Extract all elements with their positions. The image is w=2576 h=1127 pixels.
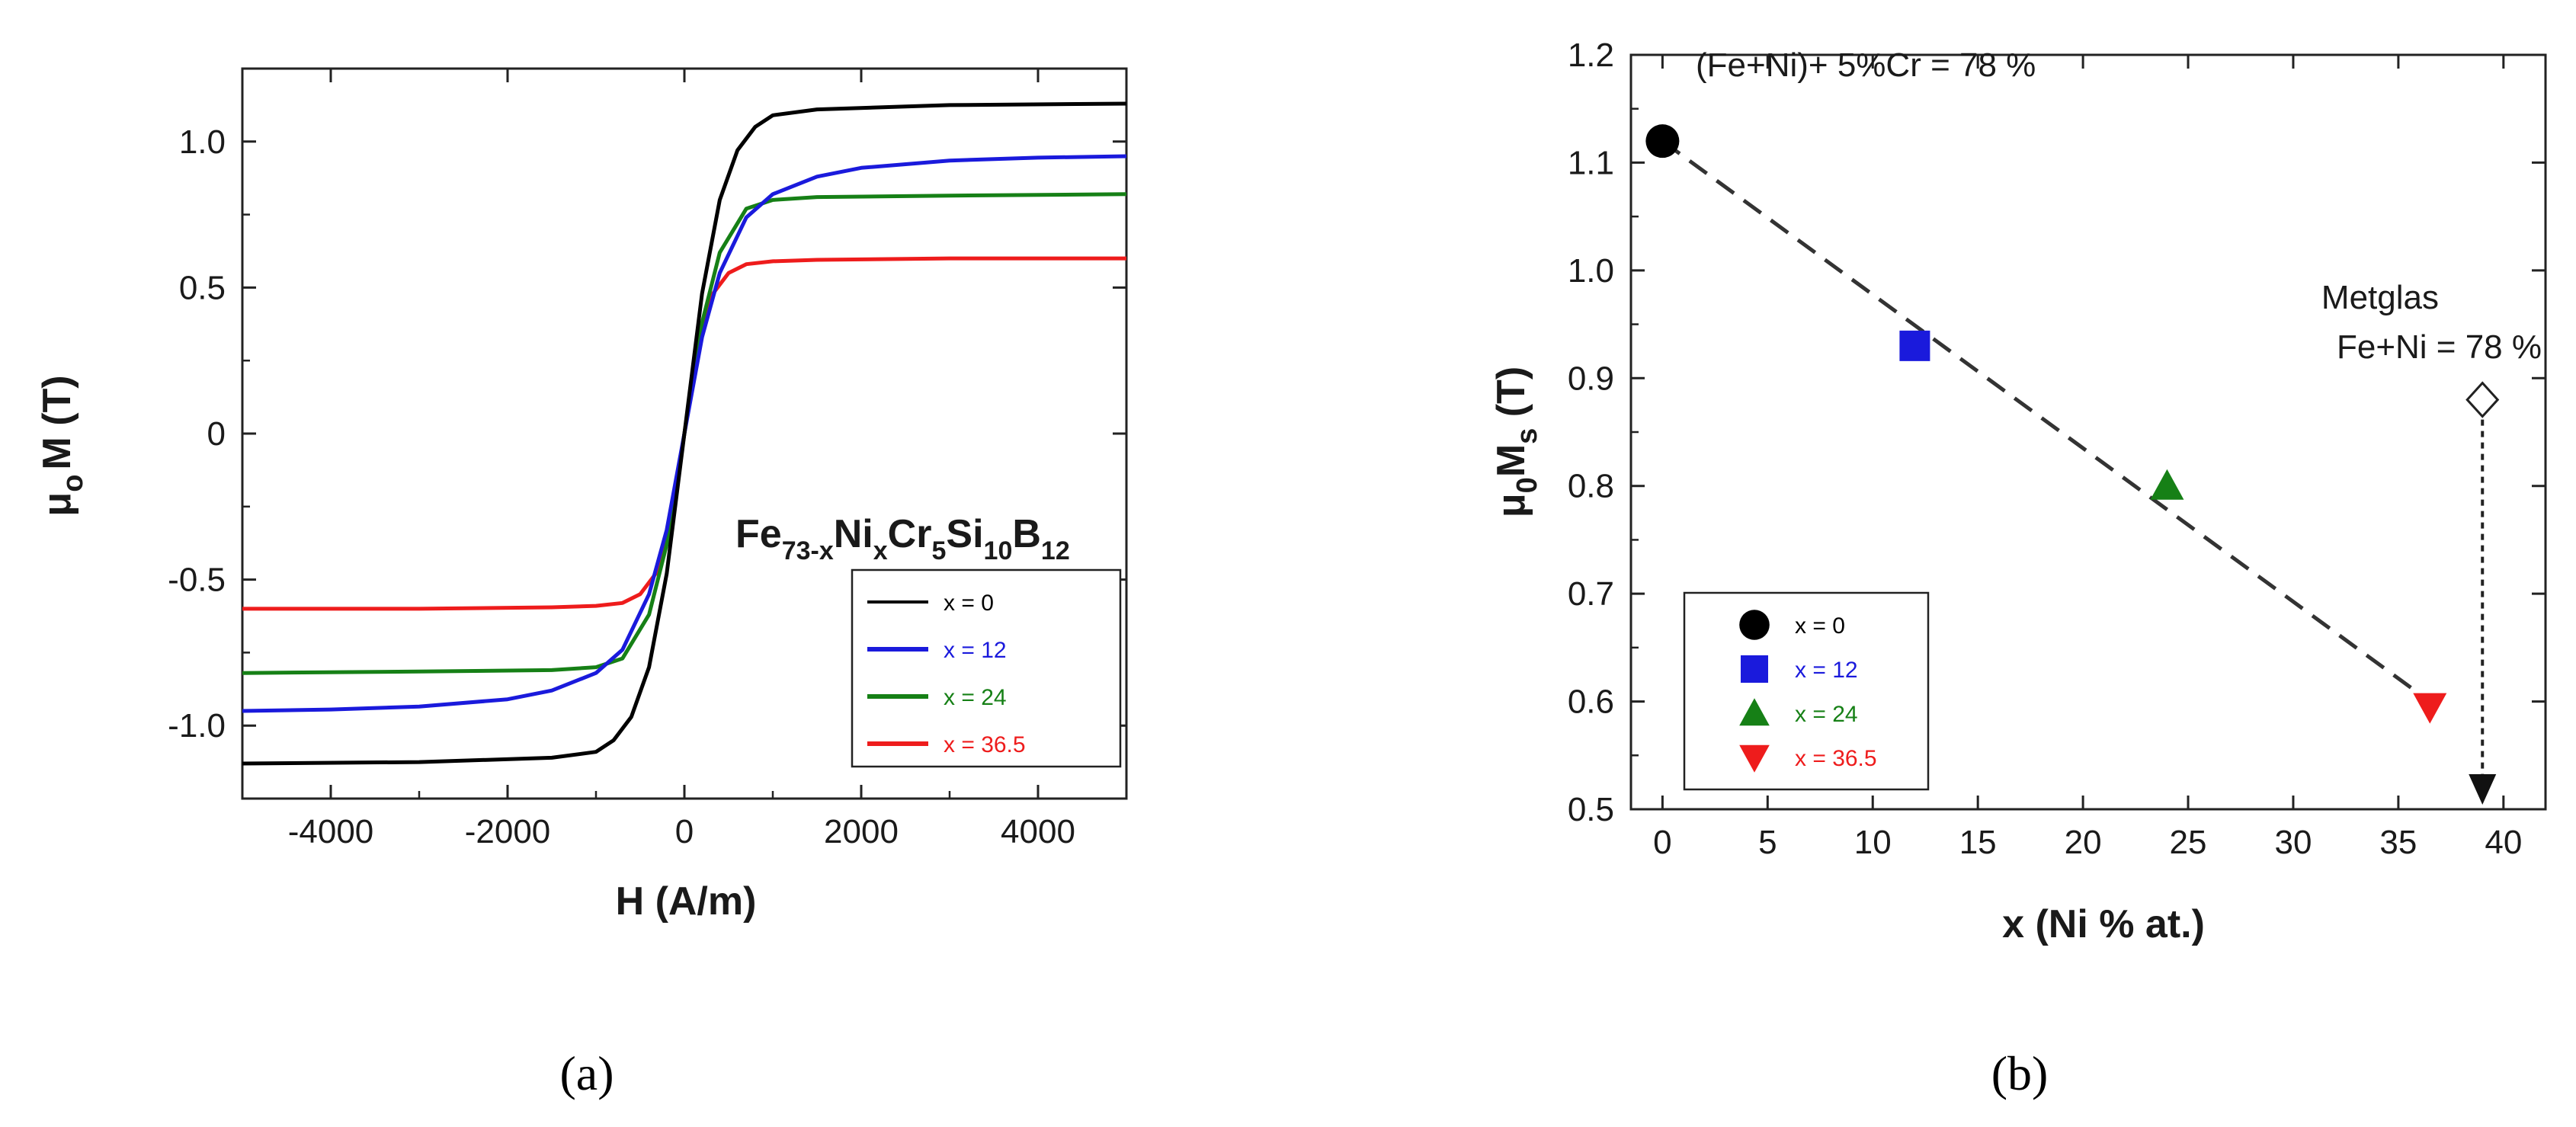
panel-b-x-tick-label: 40 [2485,824,2522,861]
marker-square [1741,655,1768,683]
panel-b-legend-entry: x = 0 [1739,610,1845,640]
panel-a-legend-label: x = 24 [944,685,1007,710]
panel-b-data-point [2413,693,2447,724]
marker-triangle-down [1739,744,1770,773]
panel-b-legend-entry: x = 24 [1739,698,1858,727]
panel-a-legend: x = 0 x = 12 x = 24 x = 36.5 [851,568,1122,768]
panel-b-x-tick-label: 5 [1758,824,1777,861]
panel-a-x-tick-label: -4000 [288,813,374,850]
panel-a-formula: Fe73-xNixCr5Si10B12 [735,512,1070,565]
panel-a-caption: (a) [559,1046,614,1100]
panel-b-data-point [1645,124,1680,158]
panel-b-y-tick-labels: 0.5 0.6 0.7 0.8 0.9 1.0 1.1 1.2 [1568,37,1614,828]
panel-b-points [1645,124,2447,724]
panel-a-x-tick-label: 4000 [1001,813,1075,850]
marker-triangle-up [1739,698,1770,726]
panel-a-x-tick-label: 2000 [824,813,899,850]
panel-a-y-label-sub: o [57,475,89,492]
panel-a-y-tick-label: 0 [207,415,226,453]
panel-b-metglas-label-2: Fe+Ni = 78 % [2337,328,2542,366]
panel-b-legend-entry: x = 36.5 [1739,744,1877,773]
marker-square [1899,330,1930,361]
panel-a-y-axis-label: μo M (T) [35,375,89,516]
marker-circle [1739,610,1770,640]
marker-triangle-up [2150,469,2184,500]
panel-b-legend-label: x = 0 [1795,613,1845,639]
panel-b-y-tick-label: 1.2 [1568,37,1614,74]
panel-b-y-tick-label: 0.5 [1568,791,1614,828]
panel-a-y-label-rest: M (T) [35,375,79,469]
panel-b-x-tick-label: 10 [1854,824,1892,861]
panel-a-legend-label: x = 12 [944,638,1007,663]
panel-b-x-tick-label: 35 [2379,824,2417,861]
panel-b-legend: x = 0 x = 12 x = 24 x = 36.5 [1683,591,1930,791]
panel-b-x-tick-label: 0 [1653,824,1671,861]
panel-b-legend-box [1683,591,1930,791]
panel-a-y-tick-label: -0.5 [168,562,226,599]
panel-b-legend-label: x = 36.5 [1795,746,1877,771]
panel-b-x-tick-label: 30 [2274,824,2312,861]
panel-b-dashed-fit [1661,139,2431,703]
panel-a-chart: -4000 -2000 0 2000 4000 -1.0 -0.5 0 0.5 1.0 H (A… [35,67,1128,1100]
panel-a-series-line [242,101,1127,766]
panel-a-ticks [241,67,1128,800]
panel-a-x-tick-label: 0 [675,813,694,850]
panel-b-metglas-label-1: Metglas [2321,279,2439,316]
panel-b-top-annotation: (Fe+Ni)+ 5%Cr = 78 % [1696,46,2036,84]
panel-b-metglas-marker [2465,381,2500,418]
panel-b-fit-line [1661,139,2431,703]
panel-a-legend-label: x = 36.5 [944,732,1026,757]
panel-b-legend-label: x = 24 [1795,702,1858,727]
panel-b-y-tick-label: 0.7 [1568,575,1614,613]
panel-a-y-tick-label: 1.0 [179,123,226,161]
panel-b-y-tick-label: 1.1 [1568,144,1614,181]
panel-b-ticks [1631,53,2546,811]
panel-b-y-tick-label: 0.9 [1568,360,1614,397]
svg-text:μ0Ms (T): μ0Ms (T) [1489,367,1543,517]
panel-a-y-tick-labels: -1.0 -0.5 0 0.5 1.0 [168,123,226,744]
panel-b-legend-label: x = 12 [1795,658,1858,683]
marker-triangle-down [2413,693,2447,724]
panel-b-data-point [1899,330,1930,361]
panel-b-legend-entry: x = 12 [1741,655,1858,683]
panel-b-x-tick-label: 20 [2065,824,2102,861]
panel-b-caption: (b) [1991,1046,2049,1100]
panel-a-series [242,101,1127,766]
panel-b-chart: 0 5 10 15 20 25 30 35 40 0.5 0.6 0.7 0.8 0.9 1.0 1.1 1.… [1489,37,2547,1100]
panel-a-x-tick-labels: -4000 -2000 0 2000 4000 [288,813,1075,850]
panel-b-x-tick-label: 15 [1959,824,1997,861]
svg-text:μoM (T): μo M (T) [35,375,89,516]
panel-a-x-axis-label: H (A/m) [616,879,757,924]
panel-a-legend-label: x = 0 [944,591,994,616]
panel-b-y-tick-label: 0.6 [1568,684,1614,721]
panel-a-x-tick-label: -2000 [465,813,551,850]
panel-b-y-tick-label: 1.0 [1568,252,1614,290]
panel-b-y-axis-label: μ0Ms (T) [1489,367,1543,517]
panel-b-metglas [2465,381,2500,805]
marker-circle [1645,124,1680,158]
panel-b-x-tick-label: 25 [2170,824,2207,861]
panel-a-y-tick-label: -1.0 [168,707,226,744]
panel-b-data-point [2150,469,2184,500]
panel-a-y-tick-label: 0.5 [179,269,226,306]
panel-b-metglas-arrow-head [2469,774,2497,805]
panel-a-y-label-mu: μ [35,492,79,517]
panel-b-x-tick-labels: 0 5 10 15 20 25 30 35 40 [1653,824,2522,861]
panel-b-y-tick-label: 0.8 [1568,468,1614,505]
panel-b-x-axis-label: x (Ni % at.) [2002,902,2205,946]
